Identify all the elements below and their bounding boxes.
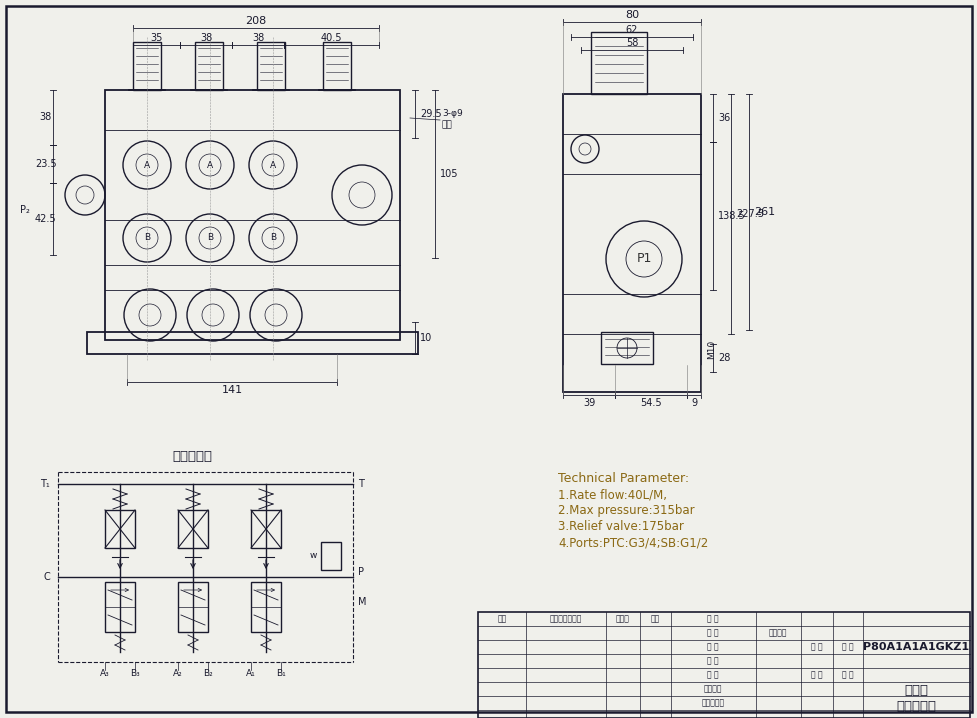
Text: M: M	[358, 597, 366, 607]
Text: 29.5: 29.5	[419, 109, 442, 119]
Text: 3-φ9: 3-φ9	[442, 108, 462, 118]
Text: 描 图: 描 图	[706, 656, 718, 666]
Text: 标记: 标记	[497, 615, 506, 623]
Text: A: A	[270, 161, 276, 169]
Text: 3.Relief valve:175bar: 3.Relief valve:175bar	[558, 520, 683, 533]
Text: 审 核: 审 核	[706, 615, 718, 623]
Bar	[133, 42, 161, 90]
Text: P1: P1	[636, 253, 651, 266]
Text: 液压原理图: 液压原理图	[172, 449, 212, 462]
Text: 42.5: 42.5	[35, 214, 57, 224]
Text: 9: 9	[690, 398, 697, 408]
Text: 更改内容或描述: 更改内容或描述	[549, 615, 581, 623]
Text: A₃: A₃	[100, 669, 109, 679]
Text: 更改人: 更改人	[616, 615, 629, 623]
Text: A₂: A₂	[173, 669, 183, 679]
Text: 261: 261	[753, 207, 775, 217]
Text: 2.Max pressure:315bar: 2.Max pressure:315bar	[558, 504, 694, 517]
Bar	[257, 42, 284, 90]
Text: 层 数: 层 数	[841, 671, 853, 679]
Text: 28: 28	[717, 353, 730, 363]
Text: B: B	[270, 233, 276, 243]
Text: T: T	[358, 479, 363, 489]
Text: 35: 35	[150, 33, 162, 43]
Bar	[478, 612, 969, 718]
Text: P80A1A1A1GKZ1: P80A1A1A1GKZ1	[862, 642, 968, 652]
Text: 通孔: 通孔	[442, 121, 452, 129]
Text: 105: 105	[440, 169, 458, 179]
Text: 日期: 日期	[650, 615, 658, 623]
Text: C: C	[43, 572, 50, 582]
Text: A₁: A₁	[246, 669, 256, 679]
Text: B: B	[207, 233, 213, 243]
Bar	[251, 510, 280, 548]
Text: 工艺检查: 工艺检查	[703, 684, 721, 694]
Text: A: A	[207, 161, 213, 169]
Text: B₁: B₁	[276, 669, 285, 679]
Text: 10: 10	[419, 333, 432, 343]
Text: 1.Rate flow:40L/M,: 1.Rate flow:40L/M,	[558, 488, 666, 501]
Text: 80: 80	[624, 10, 638, 20]
Bar	[251, 582, 280, 632]
Text: 54.5: 54.5	[640, 398, 661, 408]
Bar	[194, 42, 223, 90]
Text: 141: 141	[221, 385, 242, 395]
Text: 关 键: 关 键	[810, 671, 822, 679]
Text: 58: 58	[625, 38, 638, 48]
Text: 标准化检查: 标准化检查	[701, 699, 724, 707]
Text: B₂: B₂	[203, 669, 213, 679]
Text: 39: 39	[582, 398, 595, 408]
Text: 比 例: 比 例	[841, 643, 853, 651]
Text: 制 图: 制 图	[706, 643, 718, 651]
Bar	[178, 510, 208, 548]
Text: 设 计: 设 计	[706, 628, 718, 638]
Text: Technical Parameter:: Technical Parameter:	[558, 472, 689, 485]
Text: 外型尺寸图: 外型尺寸图	[895, 699, 935, 712]
Text: P: P	[358, 567, 363, 577]
Text: T₁: T₁	[40, 479, 50, 489]
Text: 校 对: 校 对	[706, 671, 718, 679]
Text: 138.5: 138.5	[717, 211, 744, 221]
Text: 36: 36	[717, 113, 730, 123]
Text: 40.5: 40.5	[320, 33, 342, 43]
Bar	[87, 332, 417, 354]
Bar	[320, 542, 341, 570]
Text: 38: 38	[39, 113, 51, 123]
Text: 重 量: 重 量	[810, 643, 822, 651]
Text: B₃: B₃	[130, 669, 140, 679]
Text: 4.Ports:PTC:G3/4;SB:G1/2: 4.Ports:PTC:G3/4;SB:G1/2	[558, 536, 707, 549]
Bar	[322, 42, 351, 90]
Bar	[178, 582, 208, 632]
Bar	[601, 332, 653, 364]
Text: 38: 38	[199, 33, 212, 43]
Bar	[590, 32, 647, 94]
Bar	[105, 90, 400, 340]
Text: 图样标记: 图样标记	[768, 628, 786, 638]
Bar	[105, 582, 135, 632]
Text: P₂: P₂	[21, 205, 30, 215]
Text: w: w	[309, 551, 317, 559]
Bar	[563, 94, 701, 392]
Text: 23.5: 23.5	[35, 159, 57, 169]
Text: M10: M10	[706, 340, 715, 358]
Text: 208: 208	[245, 16, 267, 26]
Text: 62: 62	[625, 25, 638, 35]
Text: 38: 38	[252, 33, 264, 43]
Text: 227.5: 227.5	[736, 209, 763, 219]
Text: 多路阀: 多路阀	[903, 684, 927, 696]
Text: A: A	[144, 161, 149, 169]
Bar	[105, 510, 135, 548]
Text: B: B	[144, 233, 149, 243]
